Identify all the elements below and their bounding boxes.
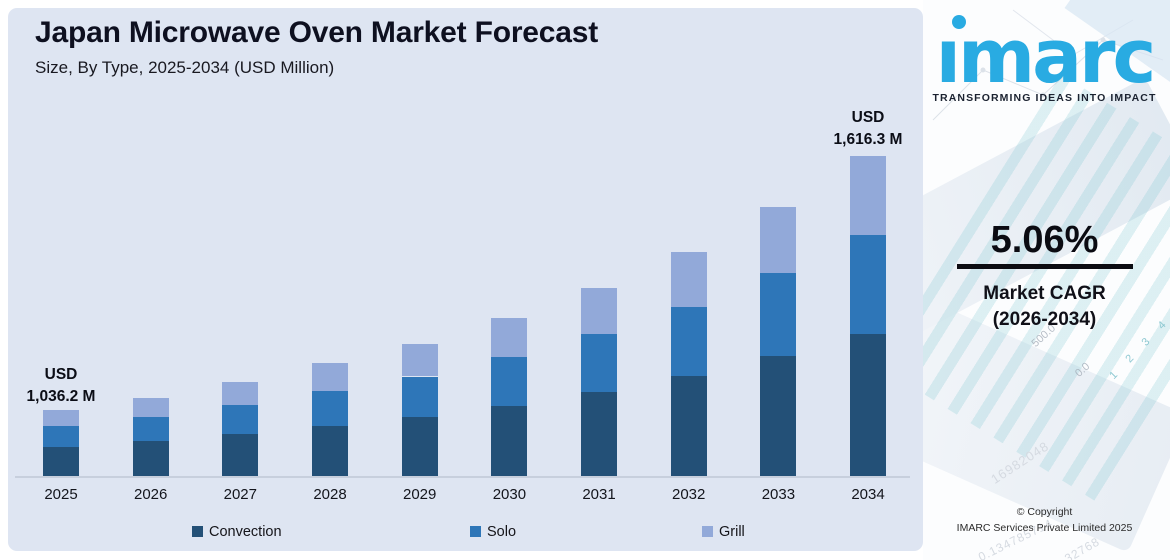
bar-segment-2026-solo bbox=[132, 417, 169, 442]
copyright-line: IMARC Services Private Limited 2025 bbox=[956, 522, 1133, 534]
bar-segment-2032-convection bbox=[670, 376, 707, 476]
bar-segment-2030-convection bbox=[491, 405, 528, 476]
legend-item-convection: Convection bbox=[192, 523, 282, 541]
x-axis-label-2029: 2029 bbox=[403, 486, 437, 503]
legend-swatch-solo bbox=[470, 526, 481, 537]
callout-line: 1,616.3 M bbox=[833, 130, 903, 148]
bar-segment-2031-grill bbox=[581, 287, 617, 335]
bar-segment-2034-convection bbox=[850, 333, 886, 476]
bar-segment-2030-grill bbox=[491, 317, 528, 357]
cagr-value: 5.06% bbox=[990, 219, 1099, 261]
bar-segment-2031-convection bbox=[581, 392, 617, 476]
bar-segment-2029-solo bbox=[401, 376, 438, 418]
x-axis-label-2026: 2026 bbox=[134, 486, 168, 503]
x-axis-label-2033: 2033 bbox=[761, 486, 796, 503]
bar-segment-2028-grill bbox=[312, 363, 348, 391]
bar-segment-2034-grill bbox=[850, 156, 886, 235]
x-axis-label-2030: 2030 bbox=[492, 486, 527, 503]
imarc-logo: ımarc bbox=[923, 0, 1166, 110]
bar-segment-2033-grill bbox=[760, 206, 797, 274]
bar-segment-2033-solo bbox=[760, 273, 797, 357]
bar-segment-2026-convection bbox=[132, 441, 169, 476]
bar-segment-2027-grill bbox=[222, 381, 259, 406]
cagr-divider bbox=[957, 264, 1133, 269]
bar-segment-2031-solo bbox=[581, 334, 617, 393]
bar-segment-2028-solo bbox=[312, 390, 348, 426]
x-axis-label-2034: 2034 bbox=[851, 486, 885, 503]
x-axis-label-2027: 2027 bbox=[223, 486, 257, 503]
x-axis-label-2031: 2031 bbox=[582, 486, 616, 503]
bar-segment-2032-grill bbox=[670, 252, 707, 308]
page-title: Japan Microwave Oven Market Forecast bbox=[35, 16, 599, 49]
brand-panel: 500.0 0.0 1 2 3 4 16982048 0.134785714 3… bbox=[923, 0, 1170, 560]
data-callout-2034: USD 1,616.3 M bbox=[798, 107, 938, 150]
bar-segment-2026-grill bbox=[132, 397, 169, 418]
bar-segment-2033-convection bbox=[760, 356, 797, 476]
chart-panel: Japan Microwave Oven Market Forecast Siz… bbox=[8, 8, 923, 551]
bar-segment-2034-solo bbox=[850, 235, 886, 334]
legend-label: Grill bbox=[719, 524, 745, 540]
callout-line: USD bbox=[44, 366, 78, 383]
bar-segment-2028-convection bbox=[312, 425, 348, 476]
logo-tagline: TRANSFORMING IDEAS INTO IMPACT bbox=[932, 92, 1157, 104]
legend-item-grill: Grill bbox=[702, 523, 745, 541]
decor-watermark: 32768 bbox=[1062, 534, 1103, 560]
x-axis-label-2028: 2028 bbox=[313, 486, 347, 503]
bar-segment-2025-convection bbox=[43, 446, 79, 476]
bar-segment-2029-grill bbox=[401, 343, 438, 377]
cagr-label: Market CAGR bbox=[983, 283, 1106, 304]
data-callout-2025: USD 1,036.2 M bbox=[0, 364, 131, 407]
bar-segment-2030-solo bbox=[491, 357, 528, 406]
x-axis-label-2032: 2032 bbox=[672, 486, 706, 503]
bar-segment-2025-solo bbox=[43, 426, 79, 447]
callout-line: 1,036.2 M bbox=[26, 387, 96, 405]
legend-item-solo: Solo bbox=[470, 523, 516, 541]
legend-swatch-convection bbox=[192, 526, 203, 537]
legend-swatch-grill bbox=[702, 526, 713, 537]
stacked-bar-chart: 2025 2026 2027 2028 2029 2030 2031 2032 2033 2034… bbox=[8, 8, 923, 551]
bar-segment-2032-solo bbox=[670, 307, 707, 377]
bar-segment-2025-grill bbox=[43, 410, 79, 427]
cagr-period: (2026-2034) bbox=[992, 309, 1097, 330]
bar-segment-2027-convection bbox=[222, 434, 259, 476]
legend-label: Solo bbox=[487, 524, 517, 540]
legend-label: Convection bbox=[209, 524, 282, 540]
logo-dot-icon bbox=[951, 15, 966, 29]
x-axis-label-2025: 2025 bbox=[44, 486, 78, 503]
bar-segment-2027-solo bbox=[222, 405, 259, 435]
bar-segment-2029-convection bbox=[401, 417, 438, 476]
callout-line: USD bbox=[851, 109, 885, 126]
imarc-logo-text: ımarc bbox=[935, 14, 1157, 100]
chart-subtitle: Size, By Type, 2025-2034 (USD Million) bbox=[35, 58, 335, 77]
x-axis-line bbox=[15, 476, 910, 478]
copyright-line: © Copyright bbox=[1016, 506, 1073, 518]
